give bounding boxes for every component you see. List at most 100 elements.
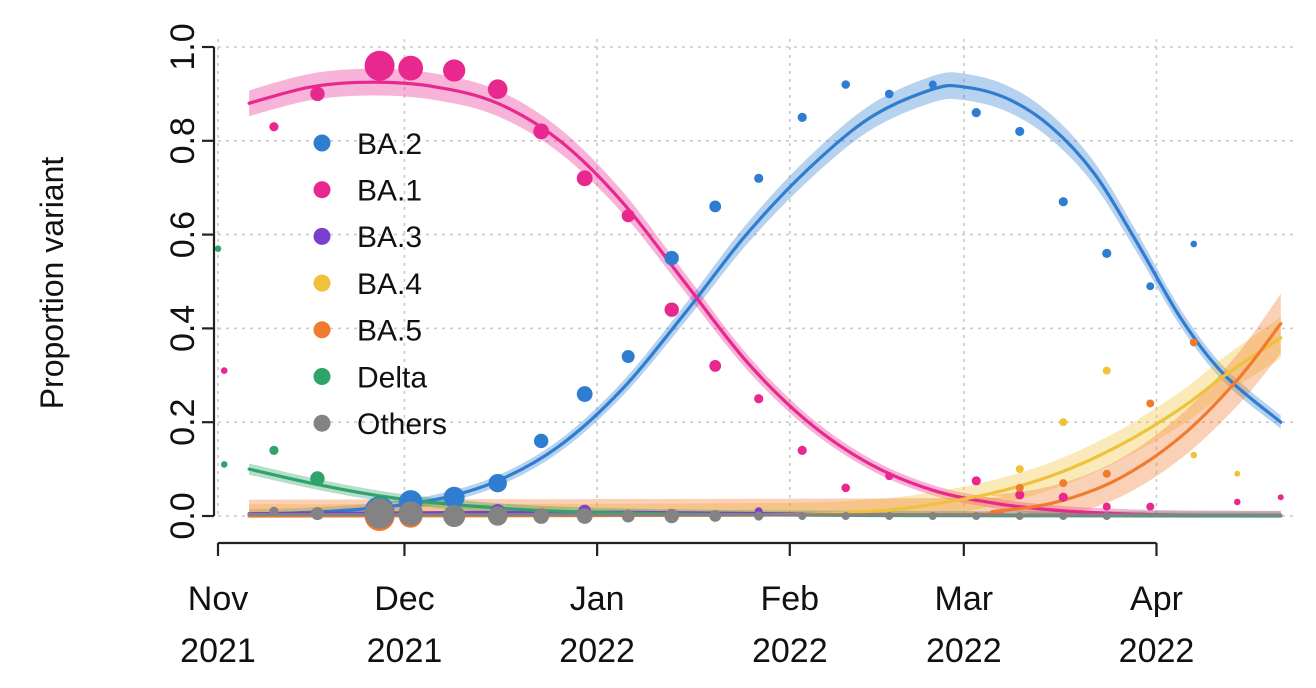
point-ba-2 [621, 350, 635, 364]
fit-line-ba-1 [247, 80, 1283, 518]
point-others [841, 512, 850, 520]
axes: 0.0 0.2 0.4 0.6 0.8 1.0 Nov 2021 Dec 2021 Jan 2022 F… [164, 23, 1194, 670]
point-ba-1 [1058, 492, 1068, 502]
y-tick-label: 1.0 [164, 23, 202, 70]
y-tick-label: 0.6 [164, 211, 202, 258]
point-ba-1 [664, 302, 679, 317]
x-tick-label-month: Apr [1130, 580, 1183, 618]
point-ba-4 [1234, 470, 1241, 477]
point-others [1102, 512, 1111, 520]
legend-label-ba-4: BA.4 [357, 268, 422, 301]
x-tick-label-month: Feb [760, 580, 819, 618]
point-ba-2 [841, 80, 851, 89]
point-others [398, 501, 424, 527]
point-ba-1 [754, 394, 764, 404]
point-ba-5 [1059, 479, 1068, 488]
point-ba-2 [1146, 282, 1155, 291]
legend: BA.2 BA.1 BA.3 BA.4 BA.5 Delta Others [313, 128, 447, 441]
point-ba-2 [797, 112, 807, 122]
legend-marker-ba-2 [313, 134, 331, 152]
x-tick-label-year: 2021 [367, 632, 443, 670]
point-others [310, 507, 324, 521]
x-tick-label-month: Nov [188, 580, 248, 618]
point-ba-2 [488, 473, 507, 493]
legend-marker-ba-1 [313, 181, 331, 199]
legend-marker-ba-5 [313, 321, 331, 339]
point-ba-1 [220, 367, 228, 374]
point-ba-2 [928, 80, 937, 89]
point-ba-2 [884, 89, 894, 99]
point-delta [214, 245, 222, 252]
y-tick-label: 0.8 [164, 117, 202, 164]
point-ba-1 [310, 86, 325, 102]
point-ba-2 [576, 386, 593, 402]
point-ba-1 [885, 472, 894, 481]
point-others [664, 508, 679, 524]
point-ba-1 [1015, 490, 1025, 500]
point-others [754, 511, 764, 521]
point-ba-1 [533, 123, 550, 140]
point-others [576, 508, 593, 524]
point-ba-1 [576, 170, 593, 187]
point-others [364, 498, 395, 529]
point-ba-2 [1102, 248, 1112, 258]
point-ba-2 [1058, 197, 1068, 207]
point-others [709, 510, 722, 522]
point-ba-4 [1102, 366, 1111, 375]
point-ba-1 [487, 79, 508, 100]
legend-label-ba-3: BA.3 [357, 221, 422, 254]
point-ba-1 [269, 122, 279, 132]
point-ba-2 [1015, 126, 1025, 137]
point-ba-1 [841, 483, 851, 493]
point-others [487, 506, 508, 526]
point-ba-1 [797, 445, 807, 455]
point-others [972, 512, 981, 520]
point-ba-5 [1146, 399, 1155, 408]
x-tick-label-year: 2022 [752, 632, 828, 670]
point-delta [220, 461, 228, 468]
point-ba-1 [709, 360, 722, 372]
legend-label-ba-1: BA.1 [357, 175, 422, 208]
fit-line-others [247, 513, 1283, 517]
point-ba-1 [1146, 502, 1155, 511]
y-tick-label: 0.0 [164, 492, 202, 539]
point-others [798, 512, 807, 520]
point-ba-4 [1059, 418, 1068, 427]
y-tick-label: 0.2 [164, 399, 202, 446]
x-tick-label-year: 2022 [559, 632, 635, 670]
point-delta [269, 445, 279, 455]
point-ba-1 [1277, 494, 1284, 501]
point-ba-2 [443, 486, 465, 508]
point-ba-1 [1102, 502, 1111, 511]
point-delta [310, 471, 325, 486]
point-ba-5 [1189, 338, 1198, 347]
point-others [928, 512, 937, 520]
point-others [621, 509, 635, 523]
y-axis-label: Proportion variant [34, 157, 70, 410]
x-tick-label-year: 2022 [1119, 632, 1195, 670]
x-tick-label-year: 2022 [926, 632, 1002, 670]
point-ba-5 [1102, 469, 1111, 478]
x-tick-label-month: Dec [374, 580, 434, 618]
y-tick-label: 0.4 [164, 305, 202, 352]
legend-label-delta: Delta [357, 361, 427, 394]
observed-points [214, 50, 1284, 531]
legend-marker-others [313, 414, 331, 432]
legend-label-ba-5: BA.5 [357, 315, 422, 348]
x-tick-label-year: 2021 [180, 632, 256, 670]
point-ba-2 [754, 173, 764, 183]
legend-marker-ba-3 [313, 227, 331, 245]
point-others [1015, 512, 1024, 520]
point-ba-2 [533, 433, 549, 449]
point-ba-1 [364, 50, 395, 81]
point-ba-1 [443, 59, 466, 82]
point-ba-1 [971, 476, 981, 486]
point-ba-1 [621, 209, 635, 223]
x-tick-label-month: Mar [935, 580, 994, 618]
x-tick-label-month: Jan [570, 580, 625, 618]
point-ba-5 [1015, 483, 1024, 492]
legend-marker-ba-4 [313, 274, 331, 292]
point-ba-2 [664, 250, 679, 266]
